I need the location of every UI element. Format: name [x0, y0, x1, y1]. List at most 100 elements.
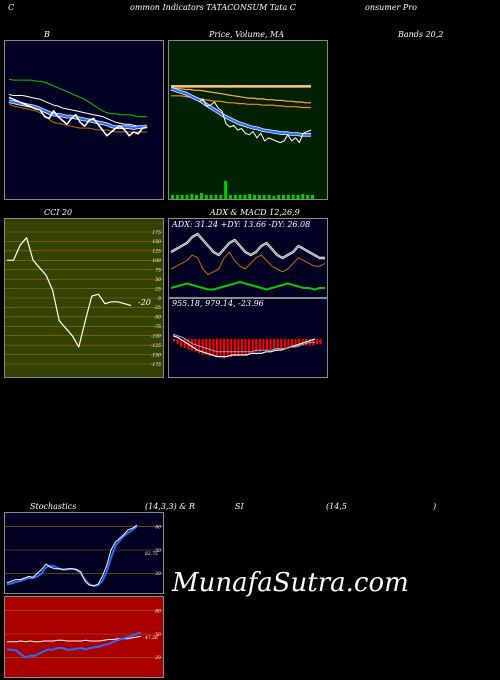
volume-bar — [257, 195, 261, 199]
volume-bar — [190, 194, 194, 199]
macd-histogram-bar — [212, 339, 215, 356]
adx-minus-di-halo — [170, 232, 325, 260]
macd-histogram-bar — [240, 339, 244, 355]
rsi-line — [7, 635, 142, 643]
cci-level-label: 50 — [155, 277, 161, 283]
macd-line — [172, 335, 316, 358]
stoch-title-mid2: SI — [235, 502, 244, 511]
bollinger-middle-line — [8, 94, 147, 127]
volume-bar — [233, 195, 237, 199]
price-ma-line-4 — [170, 87, 311, 136]
cci-level-label: 125 — [152, 249, 161, 255]
macd-histogram-bar — [283, 339, 286, 349]
volume-bar — [238, 195, 242, 199]
volume-bar — [214, 195, 218, 199]
rsi-ma-line — [7, 631, 142, 659]
macd-histogram-bar — [294, 339, 297, 347]
volume-bar — [262, 195, 266, 199]
bollinger-upper-band — [8, 78, 147, 118]
stoch-chart: 80 50 20 82.75 — [5, 524, 163, 587]
cci-level-label: 75 — [155, 268, 161, 274]
macd-histogram-bar — [273, 339, 276, 350]
watermark: MunafaSutra.com — [172, 568, 409, 598]
macd-histogram-bar — [276, 339, 279, 350]
cci-level-label: -50 — [154, 315, 161, 321]
macd-histogram-bar — [194, 339, 197, 352]
macd-histogram-bar — [262, 339, 265, 351]
bollinger-price-line — [8, 96, 148, 137]
volume-bar — [306, 195, 310, 199]
rsi-panel: 80 50 20 47.26 — [4, 596, 164, 678]
volume-bar — [267, 195, 271, 199]
bollinger-title-left: B — [44, 30, 50, 39]
stoch-title-right: (14,5 — [326, 502, 347, 511]
bollinger-panel — [4, 40, 164, 200]
volume-bar — [282, 195, 285, 199]
adx-chart — [170, 232, 326, 291]
price-ma-title: Price, Volume, MA — [209, 30, 285, 39]
volume-bar — [248, 194, 252, 199]
macd-histogram-bar — [230, 339, 233, 358]
stoch-panel: 80 50 20 82.75 — [4, 512, 164, 594]
macd-histogram-bar — [251, 339, 254, 354]
bollinger-title-right: Bands 20,2 — [398, 30, 444, 39]
cci-level-label: -150 — [151, 352, 161, 358]
volume-bar — [291, 195, 295, 199]
cci-level-label: -75 — [154, 324, 161, 330]
cci-level-label: 0 — [158, 296, 161, 302]
volume-bar — [200, 193, 203, 199]
cci-panel: 175 150 125 100 75 50 25 0 -25 -50 -75 -100 -125 -150… — [4, 218, 164, 378]
macd-histogram-bar — [190, 339, 194, 351]
macd-histogram-bar — [180, 339, 183, 347]
volume-bar — [243, 195, 247, 199]
volume-bar — [272, 196, 276, 199]
macd-histogram-bar — [205, 339, 208, 355]
macd-histogram-bar — [319, 339, 322, 345]
price-ma-panel — [168, 40, 328, 200]
cci-level-label: -175 — [151, 362, 161, 368]
stoch-level-label: 50 — [155, 548, 161, 554]
stoch-level-label: 20 — [154, 571, 161, 577]
volume-bar — [296, 195, 300, 199]
price-ma-line-2 — [171, 88, 311, 104]
macd-histogram-bar — [287, 339, 290, 349]
macd-histogram-bar — [176, 339, 179, 345]
rsi-level-label: 80 — [155, 608, 161, 614]
stoch-level-label: 80 — [155, 524, 161, 530]
macd-signal-line — [172, 333, 315, 353]
cci-level-label: -125 — [151, 343, 161, 349]
macd-histogram-bar — [255, 339, 258, 352]
cci-level-label: -100 — [151, 334, 161, 340]
header-left: C — [8, 3, 15, 12]
stoch-k-line — [6, 524, 138, 587]
macd-histogram-bar — [226, 339, 229, 358]
cci-level-label: -25 — [154, 305, 161, 311]
macd-histogram-bar — [301, 339, 304, 346]
macd-histogram-bar — [248, 339, 251, 354]
volume-bar — [311, 195, 314, 199]
volume-bar — [185, 195, 189, 199]
stoch-title-mid: (14,3,3) & R — [145, 502, 195, 511]
cci-level-label: 175 — [152, 230, 161, 236]
bollinger-chart — [8, 78, 148, 137]
stoch-title-left: Stochastics — [30, 502, 77, 511]
macd-histogram-bar — [208, 339, 211, 356]
bollinger-lower-band — [8, 103, 147, 133]
volume-bar — [224, 181, 228, 199]
volume-bar — [171, 195, 174, 199]
macd-histogram-bar — [223, 339, 226, 359]
volume-bar — [228, 195, 232, 199]
stoch-current-label: 82.75 — [145, 551, 158, 557]
volume-bar — [180, 195, 184, 199]
adx-line — [170, 251, 326, 276]
macd-histogram-bar — [315, 339, 319, 345]
rsi-current-label: 47.26 — [144, 635, 158, 641]
macd-panel — [168, 298, 328, 378]
macd-histogram-bar — [244, 339, 247, 355]
stoch-title-close: ) — [433, 502, 437, 511]
macd-histogram-bar — [215, 339, 219, 358]
volume-bar — [277, 195, 281, 199]
cci-title: CCI 20 — [44, 208, 73, 217]
rsi-chart: 80 50 20 47.26 — [5, 608, 163, 661]
volume-bar — [175, 195, 179, 199]
